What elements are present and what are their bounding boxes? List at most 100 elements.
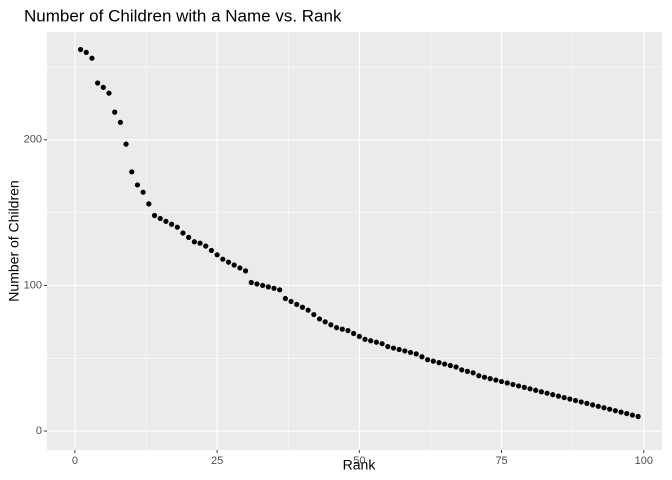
point	[117, 119, 123, 125]
point	[459, 367, 465, 373]
x-tick-label: 0	[72, 455, 78, 467]
point	[385, 343, 391, 350]
point	[157, 215, 163, 222]
point	[95, 80, 101, 86]
point	[140, 189, 146, 195]
point	[516, 383, 522, 389]
point	[504, 380, 510, 386]
point	[242, 268, 249, 274]
point	[419, 354, 425, 360]
point	[254, 281, 260, 287]
point	[464, 368, 471, 374]
point	[351, 330, 357, 337]
point	[402, 348, 408, 354]
point	[425, 357, 431, 363]
point	[316, 316, 323, 322]
point	[544, 390, 550, 396]
point	[447, 362, 453, 369]
point	[493, 377, 499, 383]
point	[470, 370, 476, 376]
point	[533, 387, 539, 393]
point	[83, 49, 89, 55]
point	[168, 221, 175, 227]
point	[77, 46, 84, 53]
point	[333, 325, 340, 331]
point	[288, 298, 294, 305]
point	[146, 201, 152, 207]
point	[231, 262, 237, 268]
point	[607, 406, 613, 412]
point	[550, 392, 556, 398]
point	[265, 284, 271, 290]
point	[407, 349, 414, 356]
point	[237, 265, 243, 271]
point	[100, 84, 106, 90]
point	[220, 256, 226, 262]
point	[180, 230, 186, 236]
point	[197, 240, 203, 246]
point	[362, 336, 368, 342]
point	[174, 224, 180, 230]
point	[163, 218, 169, 224]
point	[271, 285, 277, 291]
point	[572, 397, 579, 404]
x-tick-label: 75	[495, 455, 507, 467]
point	[248, 279, 254, 286]
point	[390, 345, 397, 351]
point	[413, 351, 419, 357]
x-tick-label: 100	[635, 455, 653, 467]
point	[151, 212, 158, 219]
point	[561, 394, 567, 401]
point	[328, 322, 334, 328]
point	[294, 301, 300, 307]
point	[134, 182, 141, 188]
point	[527, 386, 533, 392]
point	[567, 396, 573, 402]
point	[379, 341, 385, 347]
point	[629, 412, 636, 418]
point	[208, 247, 215, 254]
point	[436, 360, 442, 366]
x-tick-label: 25	[211, 455, 223, 467]
point	[112, 109, 118, 115]
point	[476, 373, 482, 379]
point	[601, 405, 607, 411]
y-tick-label: 100	[24, 279, 42, 291]
point	[311, 311, 317, 318]
point	[442, 361, 448, 367]
point	[624, 410, 630, 417]
point	[214, 252, 220, 258]
point	[106, 90, 112, 96]
point	[305, 307, 311, 313]
chart-title: Number of Children with a Name vs. Rank	[24, 6, 342, 25]
point	[555, 393, 562, 399]
point	[595, 403, 601, 409]
point	[453, 364, 459, 370]
point	[356, 333, 362, 339]
point	[618, 409, 624, 415]
point	[129, 169, 135, 175]
point	[510, 381, 516, 388]
point	[299, 304, 306, 310]
point	[339, 326, 345, 332]
y-tick-label: 200	[24, 134, 42, 146]
point	[481, 374, 488, 380]
point	[368, 338, 374, 344]
point	[277, 287, 283, 293]
point	[589, 402, 596, 408]
point	[498, 378, 505, 385]
point	[373, 339, 380, 345]
point	[538, 389, 544, 395]
point	[260, 282, 266, 289]
x-axis-label: Rank	[343, 457, 377, 473]
point	[521, 384, 527, 390]
point	[191, 239, 197, 245]
point	[186, 234, 192, 240]
plot-panel	[47, 32, 662, 450]
point	[225, 259, 232, 265]
point	[430, 358, 436, 364]
point	[345, 327, 351, 334]
point	[584, 400, 590, 406]
